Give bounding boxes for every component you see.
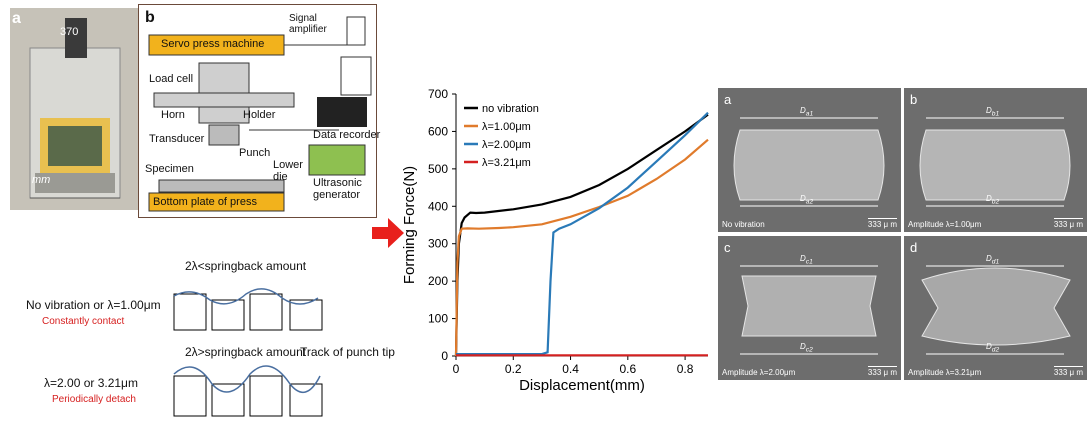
label-specimen: Specimen [145, 163, 194, 175]
x-tick-label: 0.8 [677, 362, 694, 376]
label-data-recorder: Data recorder [313, 129, 381, 141]
sem-caption: Amplitude λ=3.21μm [908, 368, 982, 377]
label-holder: Holder [243, 109, 276, 121]
sem-scale-bar: 333 μ m [867, 218, 897, 229]
y-axis-title: Forming Force(N) [401, 166, 418, 284]
label-servo-press: Servo press machine [161, 38, 265, 50]
sem-panel-d: d Dd1 Dd2 Amplitude λ=3.21μm 333 μ m [904, 236, 1087, 380]
sem-panel-letter: b [910, 92, 918, 107]
sem-panel-a: a Da1 Da2 No vibration 333 μ m [718, 88, 901, 232]
legend-label: no vibration [482, 103, 539, 115]
sem-specimen-image [733, 117, 885, 207]
photo-panel-letter: a [12, 10, 21, 27]
sem-top-dimension: Dd1 [986, 254, 1000, 266]
photo-mm-label: mm [32, 174, 51, 186]
red-arrow-icon [372, 218, 404, 248]
sem-bottom-dimension: Da2 [800, 194, 814, 206]
sem-specimen-image [919, 117, 1071, 207]
sem-bottom-dimension: Dc2 [800, 342, 813, 354]
sem-panel-b: b Db1 Db2 Amplitude λ=1.00μm 333 μ m [904, 88, 1087, 232]
force-displacement-chart: 0 100 200 300 400 500 600 700 0 0.2 0.4 0.6 0.8 Displ… [401, 87, 709, 394]
sem-top-dimension: Db1 [986, 106, 1000, 118]
photo-dim-label: 370 [60, 26, 79, 38]
label-ultrasonic-generator: Ultrasonic generator [313, 177, 362, 201]
y-tick-label: 200 [428, 274, 448, 288]
bottom-condition-label: 2λ>springback amount [185, 345, 307, 359]
sem-caption: Amplitude λ=1.00μm [908, 220, 982, 229]
sem-bottom-dimension: Dd2 [986, 342, 1000, 354]
sem-panel-letter: c [724, 240, 731, 255]
y-tick-label: 300 [428, 237, 448, 251]
x-tick-label: 0.6 [619, 362, 636, 376]
legend-label: λ=1.00μm [482, 121, 531, 133]
sem-caption: Amplitude λ=2.00μm [722, 368, 796, 377]
sem-scale-bar: 333 μ m [867, 366, 897, 377]
sem-scale-bar: 333 μ m [1053, 218, 1083, 229]
label-bottom-plate: Bottom plate of press [153, 196, 257, 208]
series-line [456, 111, 709, 356]
y-tick-label: 400 [428, 199, 448, 213]
apparatus-diagram [148, 16, 372, 212]
series-line [454, 138, 709, 357]
schematic-panel-letter: b [145, 9, 155, 26]
y-tick-label: 700 [428, 87, 448, 101]
sem-scale-bar: 333 μ m [1053, 366, 1083, 377]
sem-specimen-image [921, 265, 1071, 355]
sem-bottom-dimension: Db2 [986, 194, 1000, 206]
photo-press-machine: a 370 mm [10, 8, 138, 210]
sem-top-dimension: Dc1 [800, 254, 813, 266]
sem-caption: No vibration [722, 220, 765, 229]
top-mode-label: No vibration or λ=1.00μm [26, 298, 161, 312]
y-tick-label: 500 [428, 162, 448, 176]
label-punch: Punch [239, 147, 271, 159]
punch-track-diagram [173, 288, 323, 417]
sem-top-dimension: Da1 [800, 106, 814, 118]
sem-panel-c: c Dc1 Dc2 Amplitude λ=2.00μm 333 μ m [718, 236, 901, 380]
sem-panel-letter: a [724, 92, 732, 107]
label-lower-die: Lower die [273, 159, 303, 183]
track-label: Track of punch tip [300, 345, 395, 359]
label-load-cell: Load cell [149, 73, 194, 85]
top-condition-label: 2λ<springback amount [185, 259, 307, 273]
y-tick-label: 600 [428, 124, 448, 138]
bottom-mode-desc: Periodically detach [52, 394, 136, 405]
label-transducer: Transducer [149, 133, 205, 145]
press-machine-drawing [10, 8, 138, 210]
y-tick-label: 0 [441, 349, 448, 363]
sem-panel-letter: d [910, 240, 918, 255]
x-tick-label: 0.2 [505, 362, 522, 376]
top-mode-desc: Constantly contact [42, 316, 125, 327]
label-signal-amplifier: Signal amplifier [289, 13, 327, 35]
sem-image-grid: a Da1 Da2 No vibration 333 μ m b Db1 Db2 Amplitu… [718, 88, 1089, 380]
legend-label: λ=2.00μm [482, 139, 531, 151]
x-tick-label: 0 [453, 362, 460, 376]
schematic-panel-b: b Servo press machine Signal amplifier L… [138, 4, 381, 218]
legend-label: λ=3.21μm [482, 157, 531, 169]
x-axis-title: Displacement(mm) [519, 377, 645, 394]
sem-specimen-image [740, 265, 878, 355]
x-tick-label: 0.4 [562, 362, 579, 376]
bottom-mode-label: λ=2.00 or 3.21μm [44, 376, 138, 390]
label-horn: Horn [161, 109, 185, 121]
y-tick-label: 100 [428, 312, 448, 326]
